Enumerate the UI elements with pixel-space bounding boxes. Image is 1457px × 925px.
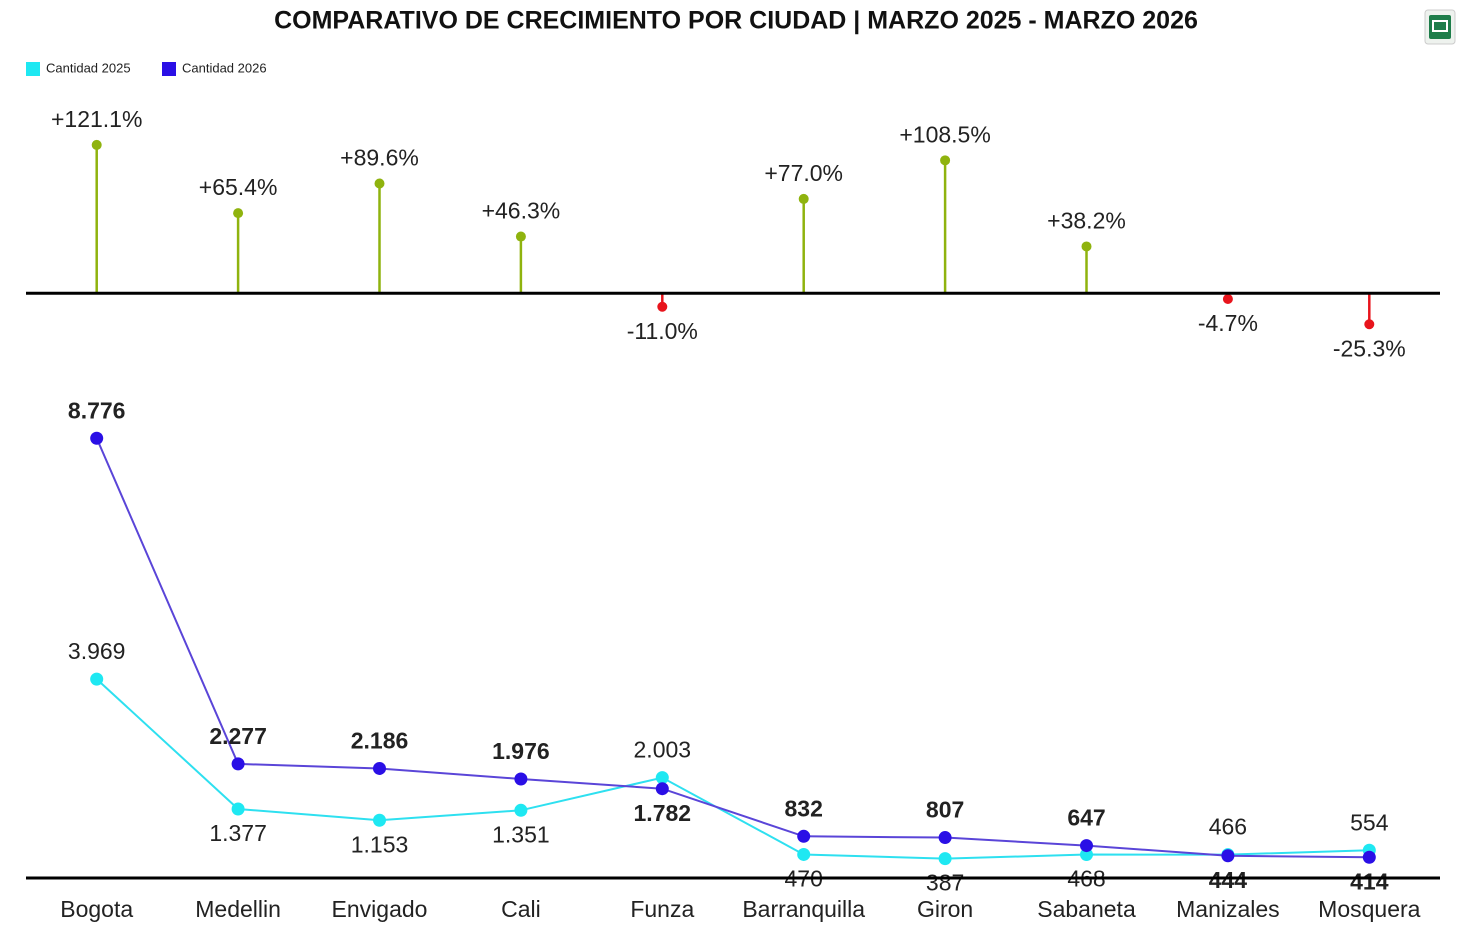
data-label: 1.976 [492,738,550,764]
data-label: 444 [1209,867,1248,893]
point [1362,850,1376,864]
lollipop-dot [374,178,385,189]
data-label: -25.3% [1333,335,1406,361]
legend-swatch [162,62,176,76]
data-label: +89.6% [340,145,419,171]
x-tick-label: Mosquera [1318,896,1420,922]
legend-label: Cantidad 2026 [182,60,267,75]
lollipop-dot [233,208,244,219]
point [655,771,669,785]
chart-title: COMPARATIVO DE CRECIMIENTO POR CIUDAD | … [274,7,1198,35]
data-label: 3.969 [68,638,126,664]
point [1221,849,1235,863]
lollipop-dot [940,155,951,166]
data-label: 554 [1350,809,1389,835]
data-label: +121.1% [51,106,142,132]
data-label: -11.0% [627,318,698,344]
data-label: 8.776 [68,397,126,423]
data-label: 466 [1209,814,1247,840]
series-line [96,678,1370,860]
point [373,813,386,827]
lollipop-dot [1081,241,1092,252]
data-label: +77.0% [764,160,843,186]
point [1080,848,1093,862]
legend-swatch [26,62,40,76]
data-label: +46.3% [482,198,561,224]
data-label: 1.351 [492,821,550,847]
lollipop-dot [1364,319,1375,330]
x-tick-label: Manizales [1176,896,1280,922]
point [797,829,811,843]
lollipop-dot [657,301,668,312]
data-label: 1.377 [209,820,267,846]
lollipop-dot [515,231,526,242]
point [231,802,245,816]
export-icon[interactable] [1424,9,1456,45]
data-label: 647 [1067,805,1105,831]
data-label: 832 [785,795,823,821]
data-label: 807 [926,797,964,823]
legend-label: Cantidad 2025 [46,60,131,75]
data-label: +38.2% [1047,208,1126,234]
data-label: 2.186 [351,728,409,754]
data-label: 387 [926,870,964,896]
point [373,761,386,775]
x-tick-label: Cali [501,896,541,922]
point [90,431,104,445]
x-tick-label: Bogota [60,896,133,922]
point [514,803,528,817]
data-label: +108.5% [899,121,990,147]
data-label: -4.7% [1198,310,1258,336]
lollipop-dot [798,193,809,204]
x-tick-label: Envigado [332,896,428,922]
data-label: 1.782 [634,800,692,826]
point [514,772,528,786]
point [797,847,811,861]
lollipop-dot [1222,294,1233,305]
data-label: 2.003 [634,737,692,763]
point [90,672,104,686]
lollipop-dot [91,139,102,150]
data-label: +65.4% [199,174,278,200]
x-tick-label: Medellin [195,896,281,922]
data-label: 2.277 [209,723,267,749]
data-label: 1.153 [351,831,409,857]
x-tick-label: Sabaneta [1037,896,1136,922]
x-tick-label: Funza [630,896,694,922]
point [231,757,245,771]
series-line [95,437,1370,859]
x-tick-label: Giron [917,896,973,922]
point [938,831,952,845]
point [1080,839,1093,853]
data-label: 414 [1350,868,1389,894]
point [655,782,669,796]
x-tick-label: Barranquilla [742,896,865,922]
point [938,852,952,866]
